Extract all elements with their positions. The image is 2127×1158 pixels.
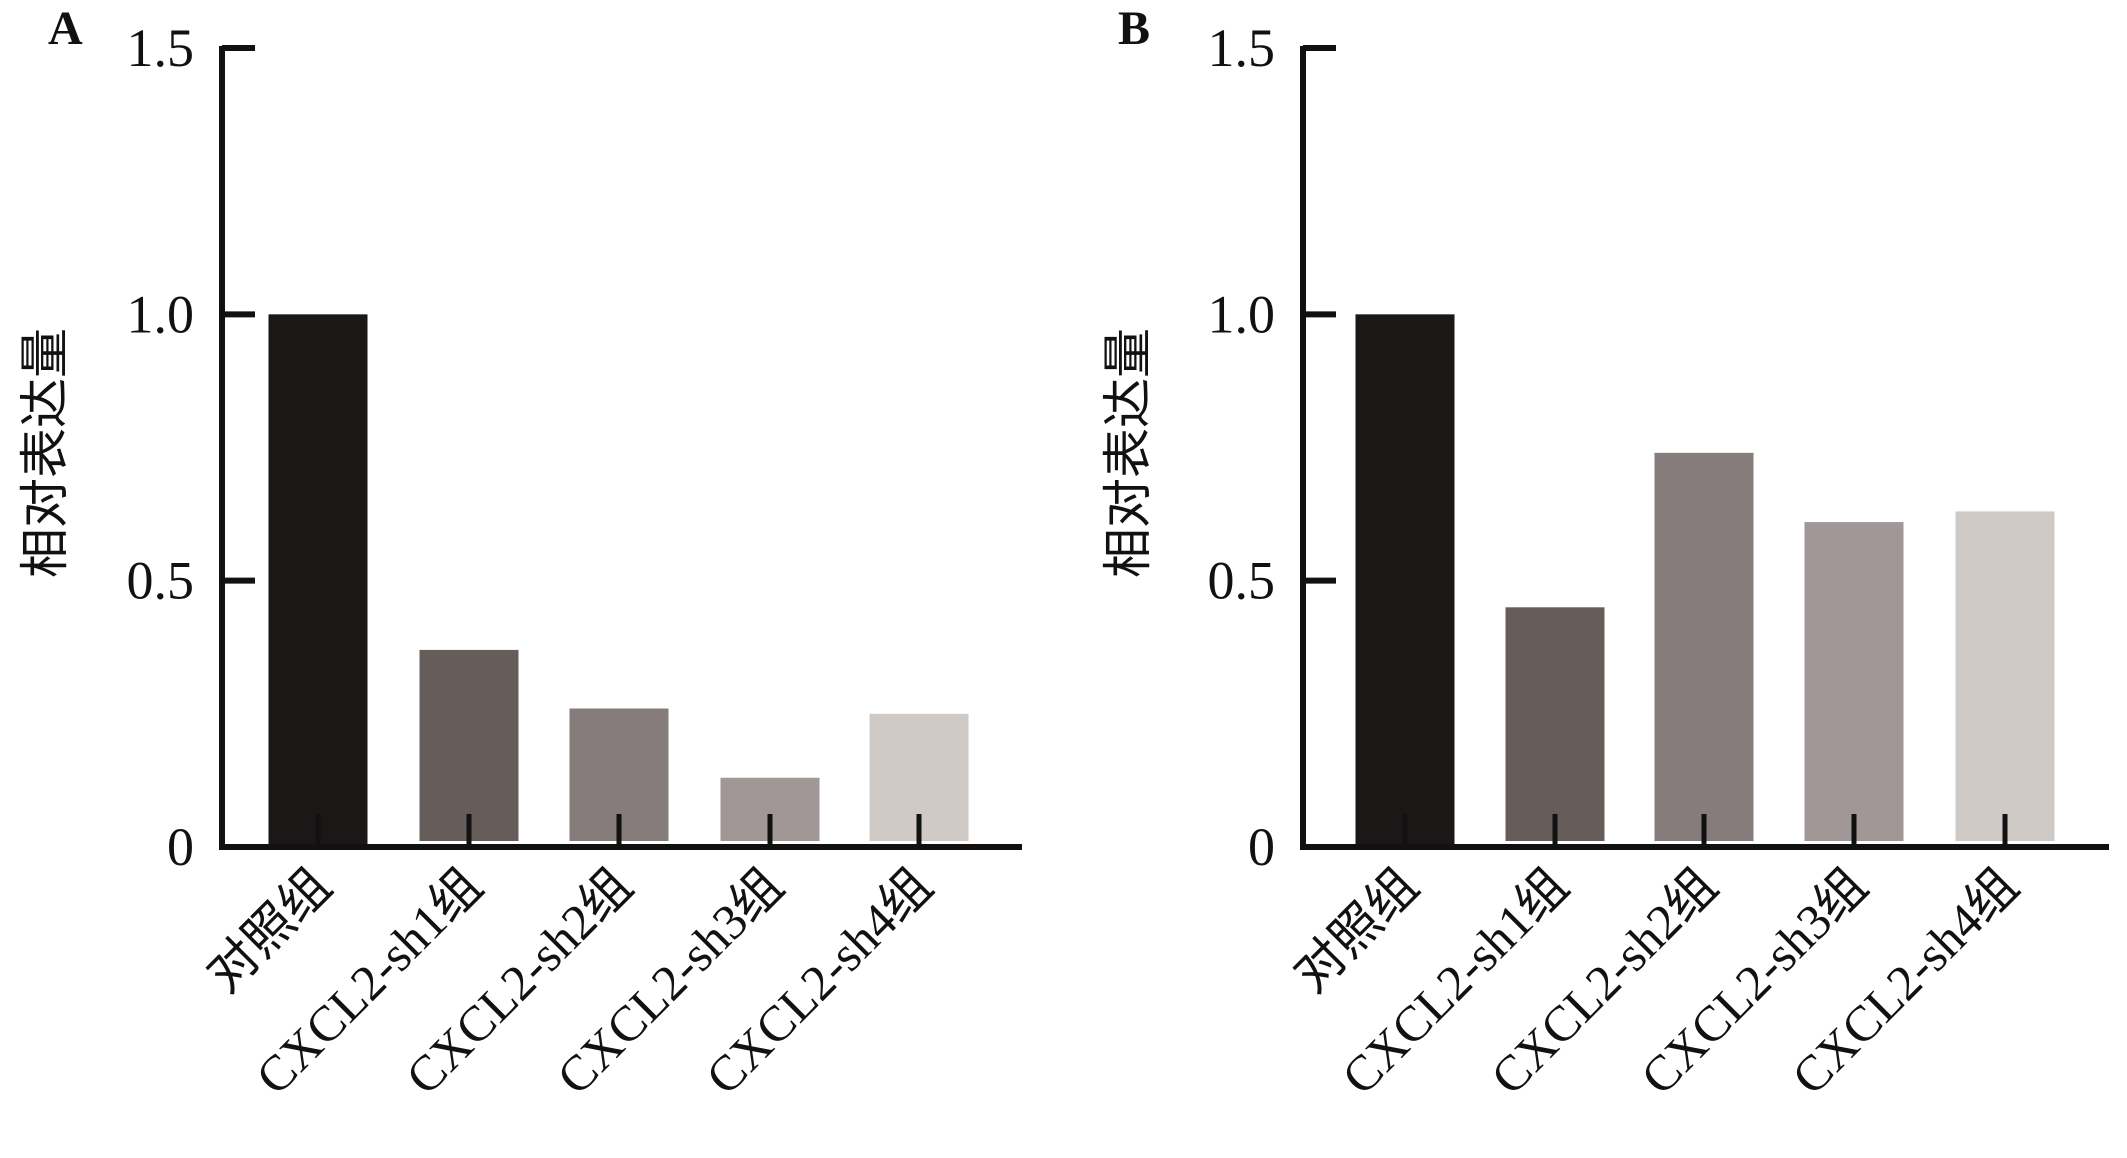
y-tick-label: 1.0 [1208,284,1276,344]
y-tick-label: 0 [167,817,194,877]
x-tick-label: 对照组 [1283,857,1429,1003]
bar-5 [1955,511,2055,841]
y-tick-label: 0.5 [1208,551,1276,611]
bar-3 [1654,452,1754,841]
y-axis-label: 相对表达量 [16,328,74,578]
bar-1 [268,314,368,847]
panel-letter: B [1118,2,1150,55]
y-axis-label: 相对表达量 [1099,328,1157,578]
y-tick-label: 1.5 [127,18,195,78]
panel-a: A对照组CXCL2-sh1组CXCL2-sh2组CXCL2-sh3组CXCL2-… [16,2,1022,1105]
bar-2 [419,649,519,841]
bar-2 [1505,607,1605,841]
bar-4 [1804,522,1904,841]
y-tick-label: 1.5 [1208,18,1276,78]
y-tick-label: 0.5 [127,551,195,611]
y-tick-label: 1.0 [127,284,195,344]
bar-1 [1355,314,1455,847]
x-tick-label: 对照组 [196,857,342,1003]
panel-b: B对照组CXCL2-sh1组CXCL2-sh2组CXCL2-sh3组CXCL2-… [1099,2,2109,1105]
panel-letter: A [48,2,83,55]
y-tick-label: 0 [1248,817,1275,877]
